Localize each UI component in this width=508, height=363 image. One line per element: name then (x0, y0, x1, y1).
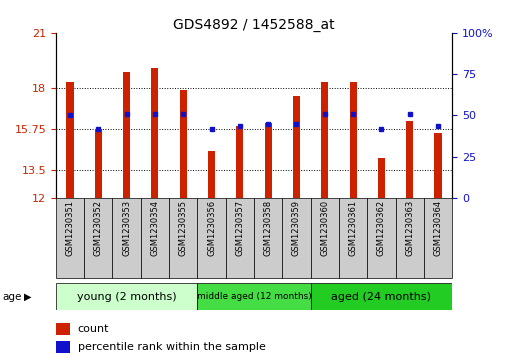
Bar (367, 198, 396, 278)
Text: age: age (3, 292, 22, 302)
Bar (254, 198, 282, 278)
Text: young (2 months): young (2 months) (77, 292, 176, 302)
Text: GSM1230358: GSM1230358 (264, 200, 273, 256)
Bar (321, 82, 328, 198)
Bar (282, 198, 310, 278)
Text: GSM1230357: GSM1230357 (235, 200, 244, 256)
Bar (396, 198, 424, 278)
Text: GSM1230359: GSM1230359 (292, 200, 301, 256)
Text: GSM1230353: GSM1230353 (122, 200, 131, 256)
Bar (112, 198, 141, 278)
Bar (226, 198, 254, 278)
Text: GSM1230356: GSM1230356 (207, 200, 216, 256)
Bar (180, 90, 187, 198)
Bar (208, 151, 215, 198)
Bar (310, 283, 452, 310)
Text: percentile rank within the sample: percentile rank within the sample (78, 342, 266, 352)
Text: count: count (78, 324, 109, 334)
Bar (236, 126, 243, 198)
Text: GSM1230352: GSM1230352 (94, 200, 103, 256)
Bar (350, 82, 357, 198)
Text: aged (24 months): aged (24 months) (331, 292, 431, 302)
Bar (56, 323, 70, 335)
Bar (198, 283, 310, 310)
Bar (265, 123, 272, 198)
Bar (293, 96, 300, 198)
Text: GSM1230361: GSM1230361 (348, 200, 358, 256)
Text: GSM1230363: GSM1230363 (405, 200, 414, 257)
Text: GSM1230360: GSM1230360 (320, 200, 329, 256)
Bar (406, 121, 413, 198)
Bar (169, 198, 198, 278)
Bar (84, 198, 112, 278)
Bar (434, 133, 441, 198)
Bar (424, 198, 452, 278)
Bar (339, 198, 367, 278)
Title: GDS4892 / 1452588_at: GDS4892 / 1452588_at (173, 18, 335, 32)
Text: middle aged (12 months): middle aged (12 months) (197, 292, 311, 301)
Bar (151, 69, 158, 198)
Text: ▶: ▶ (24, 292, 32, 302)
Bar (95, 129, 102, 198)
Bar (378, 158, 385, 198)
Text: GSM1230355: GSM1230355 (179, 200, 188, 256)
Bar (198, 198, 226, 278)
Bar (56, 341, 70, 353)
Bar (123, 72, 130, 198)
Text: GSM1230364: GSM1230364 (433, 200, 442, 256)
Bar (310, 198, 339, 278)
Text: GSM1230354: GSM1230354 (150, 200, 160, 256)
Bar (141, 198, 169, 278)
Text: GSM1230351: GSM1230351 (66, 200, 75, 256)
Bar (56, 283, 198, 310)
Bar (56, 198, 84, 278)
Text: GSM1230362: GSM1230362 (377, 200, 386, 256)
Bar (67, 82, 74, 198)
